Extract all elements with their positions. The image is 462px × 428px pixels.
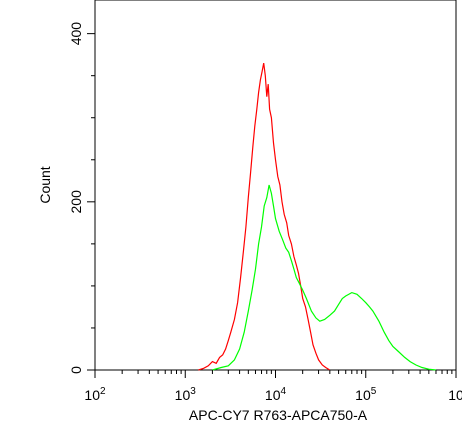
- series-line-2: [212, 184, 437, 371]
- plot-frame: [94, 0, 457, 371]
- series-layer: [198, 62, 437, 371]
- x-tick-label: 103: [175, 386, 197, 403]
- y-tick-label: 200: [68, 190, 84, 214]
- series-line-1: [198, 62, 331, 371]
- x-tick-label: 102: [84, 386, 106, 403]
- x-tick-label: 104: [265, 386, 287, 403]
- y-axis-title: Count: [37, 166, 53, 203]
- x-axis-title: APC-CY7 R763-APCA750-A: [189, 407, 368, 423]
- y-tick-label: 0: [68, 366, 84, 374]
- x-tick-label: 10: [448, 387, 462, 403]
- x-tick-label: 105: [355, 386, 377, 403]
- y-tick-label: 400: [68, 22, 84, 46]
- x-axis: 102 103 104 105 10: [84, 370, 462, 403]
- y-axis: 0 200 400: [68, 22, 95, 374]
